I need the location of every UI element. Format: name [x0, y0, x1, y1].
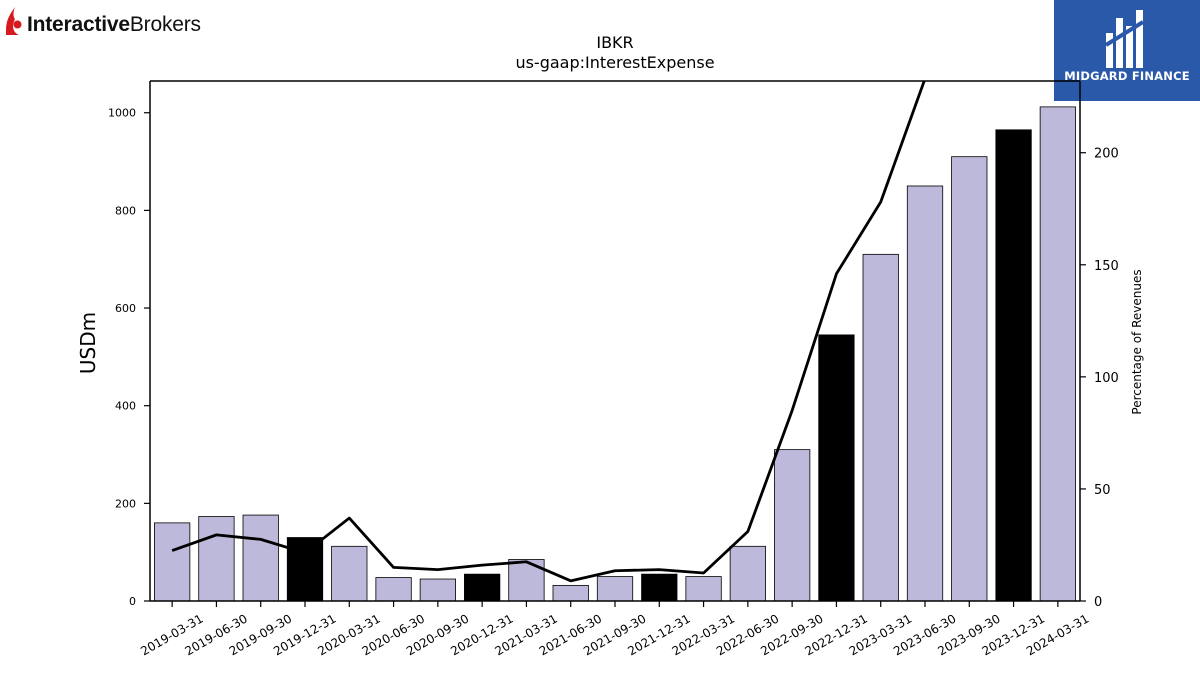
bar-2024-03-31 [1039, 106, 1076, 602]
percentage-of-revenues-line [171, 81, 926, 583]
bar-2022-12-31 [818, 334, 855, 602]
y-axis-left: 0 200 400 600 800 1000 [108, 107, 150, 608]
chart-subtitle: us-gaap:InterestExpense [515, 53, 714, 72]
bar-2023-09-30 [951, 156, 988, 602]
y2-tick-label: 100 [1094, 371, 1119, 386]
x-axis: 2019-03-312019-06-302019-09-302019-12-31… [138, 601, 1091, 658]
bar-2022-09-30 [774, 449, 811, 602]
ib-brand-regular: Brokers [129, 13, 201, 36]
y2-tick-label: 50 [1094, 483, 1111, 498]
bar-2019-09-30 [242, 514, 279, 602]
ib-flame-icon [6, 7, 22, 35]
y-axis-label: USDm [76, 312, 100, 374]
bar-2022-06-30 [729, 545, 766, 602]
y-tick-label: 600 [115, 302, 136, 315]
midgard-finance-logo: MIDGARD FINANCE [1054, 0, 1200, 101]
bar-2019-12-31 [286, 537, 324, 602]
bar-2023-12-31 [995, 129, 1032, 602]
chart-title: IBKR [596, 33, 633, 52]
y-axis-right: 0 50 100 150 200 [1080, 147, 1119, 610]
y-tick-label: 400 [115, 400, 136, 413]
bar-series [154, 106, 1076, 602]
bar-2023-06-30 [906, 185, 944, 602]
bar-2019-06-30 [198, 516, 235, 602]
bar-2019-03-31 [154, 522, 191, 602]
bar-2020-06-30 [375, 577, 412, 602]
midgard-emblem-icon [1104, 10, 1145, 68]
y2-tick-label: 0 [1094, 595, 1102, 610]
bar-2021-06-30 [552, 584, 589, 602]
ib-brand-text: InteractiveBrokers [27, 13, 201, 37]
ib-brand-bold: Interactive [27, 13, 130, 36]
y-tick-label: 0 [129, 595, 136, 608]
bar-2020-09-30 [419, 578, 456, 602]
bar-2022-03-31 [685, 576, 722, 602]
bar-2020-03-31 [331, 545, 368, 602]
bar-2023-03-31 [862, 253, 899, 602]
y-tick-label: 200 [115, 497, 136, 510]
bar-2021-12-31 [641, 573, 678, 602]
bar-2020-12-31 [464, 573, 501, 602]
midgard-finance-text: MIDGARD FINANCE [1064, 69, 1190, 83]
y-tick-label: 800 [115, 204, 136, 217]
y2-tick-label: 200 [1094, 147, 1119, 162]
y2-axis-label: Percentage of Revenues [1130, 269, 1144, 414]
interactive-brokers-logo: InteractiveBrokers [4, 6, 224, 42]
line-series [171, 81, 926, 583]
y-tick-label: 1000 [108, 107, 136, 120]
bar-2021-09-30 [596, 576, 634, 602]
y2-tick-label: 150 [1094, 259, 1119, 274]
